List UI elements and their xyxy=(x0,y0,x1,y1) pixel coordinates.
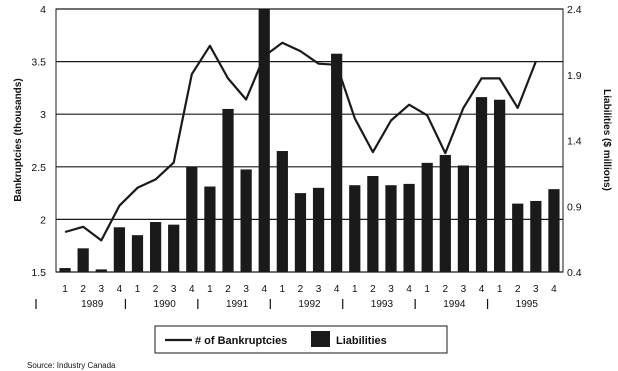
bar xyxy=(77,248,89,272)
quarter-label: 2 xyxy=(370,284,376,295)
quarter-label: 3 xyxy=(533,284,539,295)
bar xyxy=(385,185,397,272)
bankruptcies-line xyxy=(64,41,537,242)
quarter-label: 1 xyxy=(280,284,286,295)
legend-line-label: # of Bankruptcies xyxy=(195,335,287,347)
x-axis-ticks: 1 2 3 4 1 2 3 4 1 2 3 4 1 2 3 4 1 2 3 4 1 2 3 4 1 2 3 4 1989 1990 1991… xyxy=(35,284,557,310)
quarter-label: 2 xyxy=(298,284,304,295)
plot-frame xyxy=(55,8,564,273)
left-axis-ticks: 1.5 2 2.5 3 3.5 4 xyxy=(31,4,46,279)
bar xyxy=(204,186,216,272)
bar xyxy=(294,193,307,272)
quarter-label: 2 xyxy=(443,284,449,295)
quarter-label: 2 xyxy=(153,284,159,295)
bar xyxy=(149,222,162,272)
quarter-label: 4 xyxy=(479,284,485,295)
quarter-label: 4 xyxy=(117,284,123,295)
quarter-label: 3 xyxy=(243,284,249,295)
right-tick-label: 1.9 xyxy=(567,70,582,82)
quarter-label: 2 xyxy=(80,284,86,295)
right-tick-label: 0.9 xyxy=(567,201,582,213)
bars-liabilities xyxy=(59,9,560,273)
bar xyxy=(475,97,488,272)
year-label: 1993 xyxy=(371,299,394,310)
left-tick-label: 2 xyxy=(40,214,46,226)
quarter-label: 4 xyxy=(551,284,557,295)
bar xyxy=(403,183,415,272)
quarter-label: 1 xyxy=(62,284,68,295)
bar xyxy=(530,200,542,272)
left-tick-label: 4 xyxy=(40,4,46,16)
bar xyxy=(312,187,325,272)
legend-bar-label: Liabilities xyxy=(336,335,387,347)
quarter-label: 3 xyxy=(316,284,322,295)
quarter-label: 4 xyxy=(261,284,267,295)
right-axis-ticks: 0.4 0.9 1.4 1.9 2.4 xyxy=(567,4,582,279)
bar xyxy=(331,53,343,273)
bar xyxy=(439,154,451,272)
year-label: 1991 xyxy=(226,299,249,310)
bar xyxy=(367,176,379,272)
bar xyxy=(494,99,506,272)
year-label: 1995 xyxy=(516,299,539,310)
quarter-label: 4 xyxy=(189,284,195,295)
legend: # of Bankruptcies Liabilities xyxy=(154,325,448,354)
bar xyxy=(421,162,433,272)
quarter-label: 2 xyxy=(225,284,231,295)
bar xyxy=(131,235,144,272)
bar xyxy=(95,269,107,272)
bar xyxy=(258,9,270,272)
left-tick-label: 1.5 xyxy=(31,267,46,279)
year-label: 1992 xyxy=(298,299,321,310)
bar xyxy=(457,165,470,272)
right-tick-label: 1.4 xyxy=(567,136,582,148)
quarter-label: 3 xyxy=(461,284,467,295)
year-label: 1989 xyxy=(81,299,104,310)
bar xyxy=(59,268,71,272)
quarter-label: 3 xyxy=(171,284,177,295)
right-tick-label: 2.4 xyxy=(567,4,582,16)
year-label: 1994 xyxy=(443,299,466,310)
bar xyxy=(186,166,198,272)
left-axis-title: Bankruptcies (thousands) xyxy=(13,78,24,201)
bar xyxy=(168,224,180,272)
bar xyxy=(512,203,524,272)
left-tick-label: 3 xyxy=(40,109,46,121)
legend-box xyxy=(154,325,448,354)
bar xyxy=(276,151,288,272)
source-note: Source: Industry Canada xyxy=(27,361,116,370)
bar xyxy=(548,189,560,272)
quarter-label: 1 xyxy=(135,284,141,295)
right-tick-label: 0.4 xyxy=(567,267,582,279)
line-bankruptcies xyxy=(64,41,537,242)
legend-bar-swatch xyxy=(311,331,330,347)
quarter-label: 4 xyxy=(334,284,340,295)
bar xyxy=(240,169,252,272)
quarter-label: 1 xyxy=(207,284,213,295)
quarter-label: 1 xyxy=(424,284,430,295)
quarter-label: 1 xyxy=(352,284,358,295)
bar xyxy=(222,108,234,272)
quarter-label: 3 xyxy=(98,284,104,295)
right-axis-title: Liabilities ($ millions) xyxy=(601,89,612,191)
quarter-label: 1 xyxy=(497,284,503,295)
left-tick-label: 2.5 xyxy=(31,162,46,174)
left-tick-label: 3.5 xyxy=(31,57,46,69)
bar xyxy=(349,185,361,272)
bar xyxy=(113,227,125,272)
quarter-label: 4 xyxy=(406,284,412,295)
year-label: 1990 xyxy=(154,299,177,310)
quarter-label: 3 xyxy=(388,284,394,295)
quarter-label: 2 xyxy=(515,284,521,295)
